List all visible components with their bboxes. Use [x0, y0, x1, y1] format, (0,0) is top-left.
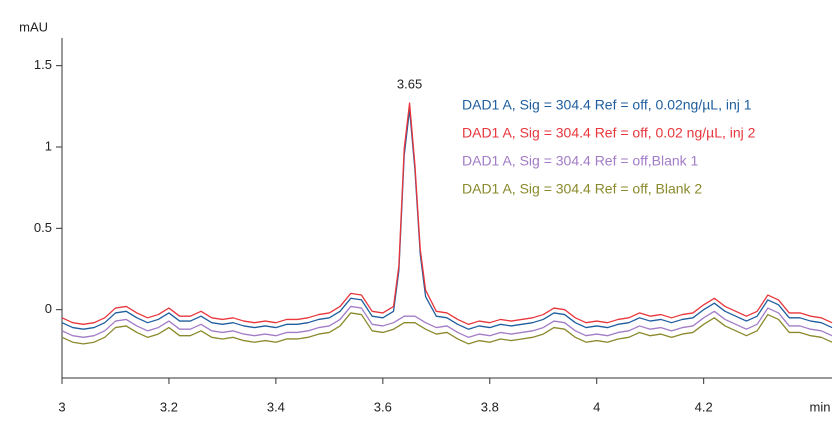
- legend-entry: DAD1 A, Sig = 304.4 Ref = off, 0.02ng/µL…: [462, 97, 752, 113]
- x-tick-label: 3.6: [374, 399, 392, 414]
- y-tick-label: 1: [45, 138, 52, 153]
- x-axis-label: min: [810, 399, 831, 414]
- peak-annotation: 3.65: [397, 77, 422, 92]
- y-axis-label: mAU: [19, 19, 48, 34]
- x-tick-label: 4: [593, 399, 600, 414]
- series-line: [61, 102, 833, 325]
- x-tick-label: 3.4: [267, 399, 285, 414]
- legend-entry: DAD1 A, Sig = 304.4 Ref = off,Blank 1: [462, 153, 699, 169]
- series-line: [61, 305, 833, 338]
- series-line: [61, 108, 833, 330]
- x-tick-label: 3.2: [160, 399, 178, 414]
- legend-entry: DAD1 A, Sig = 304.4 Ref = off, 0.02 ng/µ…: [462, 125, 756, 141]
- legend-entry: DAD1 A, Sig = 304.4 Ref = off, Blank 2: [462, 181, 702, 197]
- y-tick-label: 0.5: [34, 220, 52, 235]
- x-tick-label: 3.8: [481, 399, 499, 414]
- x-tick-label: 3: [58, 399, 65, 414]
- series-line: [61, 312, 833, 345]
- y-tick-label: 1.5: [34, 57, 52, 72]
- y-tick-label: 0: [45, 301, 52, 316]
- x-tick-label: 4.2: [695, 399, 713, 414]
